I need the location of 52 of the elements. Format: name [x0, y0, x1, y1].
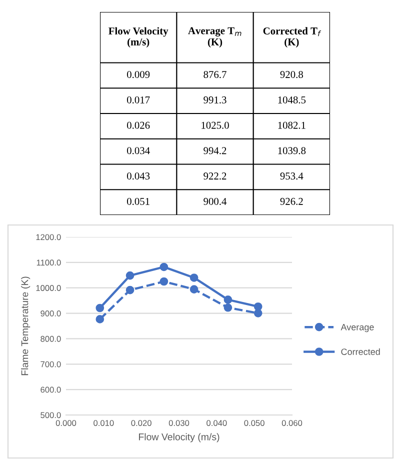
text: Corrected T$_{f}$ (K) [263, 27, 322, 48]
point [160, 262, 168, 272]
text: 0.051 [127, 198, 150, 205]
x-tick-label: 0.040 [206, 420, 227, 426]
x-tick-label: 0.060 [282, 420, 302, 426]
text: Flow Velocity (m/s) [108, 27, 168, 48]
text: 876.7 [204, 71, 226, 78]
x-tick-label: 0.000 [56, 420, 76, 426]
x-tick-label: 0.050 [244, 420, 264, 426]
text: 1082.1 [278, 122, 306, 129]
y-tick-label: 700.0 [40, 361, 61, 368]
text: 0.017 [127, 96, 150, 104]
point [254, 302, 262, 311]
x-axis-title: Flow Velocity (m/s) [139, 433, 220, 442]
y-axis-title: Flame Temperature (K) [21, 276, 30, 376]
text: 994.2 [204, 147, 226, 154]
point [96, 315, 104, 324]
point [126, 286, 134, 294]
text: 1025.0 [202, 122, 229, 129]
point [190, 274, 198, 282]
text: 953.4 [280, 172, 304, 180]
point [190, 285, 198, 294]
point [224, 296, 232, 304]
point [126, 271, 134, 280]
text: Average T$_{m}$ (K) [188, 27, 242, 48]
y-tick-label: 800.0 [40, 336, 61, 342]
x-tick-label: 0.030 [168, 420, 190, 426]
text: 1048.5 [278, 96, 306, 104]
legend-label: Average [340, 324, 374, 332]
x-tick-label: 0.020 [131, 420, 152, 426]
text: 0.026 [127, 122, 150, 129]
text: 0.043 [127, 172, 150, 180]
legend-label: Corrected [341, 348, 380, 355]
point [96, 304, 104, 312]
y-tick-label: 1000.0 [36, 285, 61, 291]
y-tick-label: 600.0 [40, 386, 61, 393]
y-tick-label: 1100.0 [36, 260, 61, 266]
text: 0.034 [127, 147, 150, 154]
y-tick-label: 1200.0 [36, 234, 61, 240]
text: 920.8 [280, 71, 303, 78]
point [254, 309, 262, 318]
y-tick-label: 900.0 [40, 310, 61, 316]
text: 0.009 [127, 71, 150, 78]
text: 1039.8 [278, 147, 306, 154]
y-tick-label: 500.0 [40, 412, 61, 418]
text: 991.3 [204, 96, 226, 104]
point [224, 303, 232, 312]
x-tick-label: 0.010 [94, 420, 114, 426]
text: 926.2 [280, 198, 303, 205]
text: 900.4 [204, 198, 227, 205]
text: 922.2 [204, 172, 226, 180]
point [160, 277, 168, 286]
